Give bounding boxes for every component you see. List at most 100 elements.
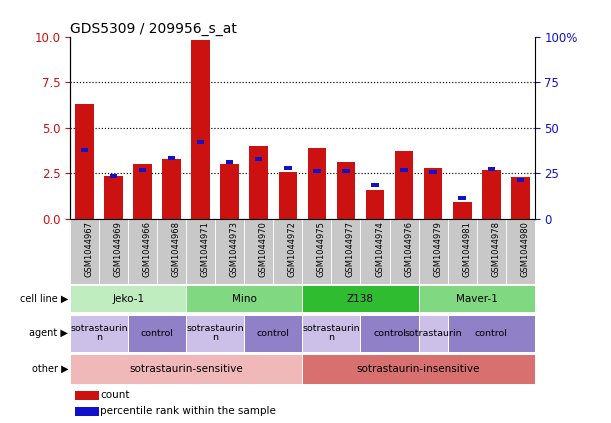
- Text: sotrastaurin
n: sotrastaurin n: [70, 324, 128, 343]
- Bar: [255, 157, 263, 161]
- Bar: [158, 219, 186, 284]
- Bar: [307, 148, 326, 219]
- Bar: [302, 286, 419, 312]
- Text: Mino: Mino: [232, 294, 257, 304]
- Bar: [313, 169, 321, 173]
- Text: GSM1044971: GSM1044971: [201, 221, 210, 277]
- Text: cell line ▶: cell line ▶: [20, 294, 68, 304]
- Bar: [197, 140, 205, 144]
- Bar: [75, 407, 99, 415]
- Text: control: control: [373, 329, 406, 338]
- Bar: [423, 168, 442, 219]
- Bar: [128, 315, 186, 352]
- Bar: [419, 286, 535, 312]
- Bar: [104, 176, 123, 219]
- Text: sotrastaurin: sotrastaurin: [404, 329, 462, 338]
- Text: GSM1044980: GSM1044980: [520, 221, 529, 277]
- Text: GSM1044974: GSM1044974: [375, 221, 384, 277]
- Text: GDS5309 / 209956_s_at: GDS5309 / 209956_s_at: [70, 22, 237, 36]
- Bar: [110, 174, 117, 178]
- Bar: [477, 219, 506, 284]
- Bar: [100, 219, 128, 284]
- Bar: [75, 104, 94, 219]
- Bar: [221, 164, 240, 219]
- Bar: [371, 183, 379, 187]
- Text: agent ▶: agent ▶: [29, 328, 68, 338]
- Bar: [139, 168, 147, 173]
- Bar: [419, 219, 447, 284]
- Bar: [447, 219, 477, 284]
- Bar: [302, 354, 535, 384]
- Bar: [191, 41, 210, 219]
- Text: sotrastaurin
n: sotrastaurin n: [186, 324, 244, 343]
- Bar: [302, 315, 360, 352]
- Bar: [365, 190, 384, 219]
- Bar: [163, 159, 181, 219]
- Bar: [186, 219, 216, 284]
- Text: control: control: [141, 329, 174, 338]
- Bar: [360, 219, 390, 284]
- Bar: [342, 169, 349, 173]
- Bar: [400, 168, 408, 172]
- Text: GSM1044978: GSM1044978: [491, 221, 500, 277]
- Bar: [337, 162, 356, 219]
- Text: sotrastaurin-insensitive: sotrastaurin-insensitive: [357, 364, 480, 374]
- Text: Maver-1: Maver-1: [456, 294, 497, 304]
- Text: GSM1044973: GSM1044973: [230, 221, 239, 277]
- Text: sotrastaurin-sensitive: sotrastaurin-sensitive: [130, 364, 243, 374]
- Bar: [511, 177, 530, 219]
- Bar: [447, 315, 535, 352]
- Text: GSM1044975: GSM1044975: [317, 221, 326, 277]
- Text: other ▶: other ▶: [32, 364, 68, 374]
- Bar: [81, 148, 89, 151]
- Bar: [226, 160, 233, 164]
- Bar: [360, 315, 419, 352]
- Text: control: control: [257, 329, 290, 338]
- Bar: [133, 164, 152, 219]
- Bar: [458, 196, 466, 200]
- Text: GSM1044968: GSM1044968: [172, 221, 181, 277]
- Bar: [216, 219, 244, 284]
- Text: GSM1044981: GSM1044981: [462, 221, 471, 277]
- Bar: [244, 219, 274, 284]
- Bar: [390, 219, 419, 284]
- Bar: [284, 166, 291, 170]
- Bar: [506, 219, 535, 284]
- Bar: [430, 170, 437, 174]
- Text: GSM1044966: GSM1044966: [143, 221, 152, 277]
- Bar: [244, 315, 302, 352]
- Text: GSM1044969: GSM1044969: [114, 221, 123, 277]
- Text: Jeko-1: Jeko-1: [112, 294, 144, 304]
- Bar: [70, 286, 186, 312]
- Text: Z138: Z138: [347, 294, 374, 304]
- Text: GSM1044977: GSM1044977: [346, 221, 355, 277]
- Bar: [279, 172, 298, 219]
- Text: GSM1044967: GSM1044967: [85, 221, 93, 277]
- Bar: [453, 202, 472, 219]
- Bar: [75, 391, 99, 400]
- Text: GSM1044972: GSM1044972: [288, 221, 297, 277]
- Bar: [331, 219, 360, 284]
- Bar: [395, 151, 414, 219]
- Bar: [128, 219, 158, 284]
- Bar: [516, 178, 524, 181]
- Text: GSM1044979: GSM1044979: [433, 221, 442, 277]
- Bar: [168, 156, 175, 160]
- Bar: [186, 286, 302, 312]
- Text: sotrastaurin
n: sotrastaurin n: [302, 324, 360, 343]
- Bar: [70, 219, 99, 284]
- Text: control: control: [475, 329, 508, 338]
- Bar: [274, 219, 302, 284]
- Bar: [70, 354, 302, 384]
- Text: GSM1044970: GSM1044970: [259, 221, 268, 277]
- Bar: [186, 315, 244, 352]
- Bar: [302, 219, 332, 284]
- Bar: [419, 315, 447, 352]
- Text: count: count: [100, 390, 130, 400]
- Bar: [70, 315, 128, 352]
- Text: GSM1044976: GSM1044976: [404, 221, 413, 277]
- Bar: [488, 167, 495, 170]
- Bar: [481, 170, 500, 219]
- Text: percentile rank within the sample: percentile rank within the sample: [100, 406, 276, 416]
- Bar: [249, 146, 268, 219]
